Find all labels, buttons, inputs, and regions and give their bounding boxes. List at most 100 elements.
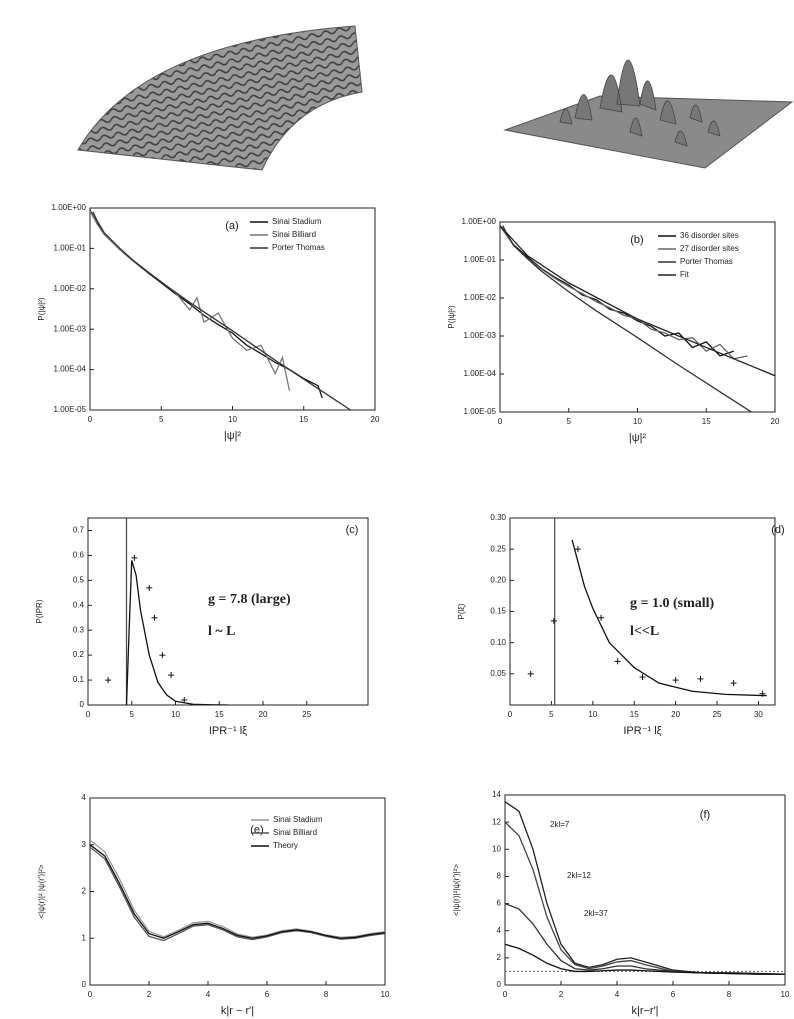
- y-tick-label: 1.00E-05: [464, 407, 497, 416]
- y-tick-label: 1.00E-02: [464, 293, 497, 302]
- y-tick-label: 0.10: [490, 638, 506, 647]
- y-tick-label: 0: [82, 980, 87, 989]
- y-tick-label: 2: [82, 887, 87, 896]
- y-tick-label: 1: [82, 933, 87, 942]
- plot-frame: [89, 207, 376, 411]
- series-line: [92, 211, 352, 410]
- y-tick-label: 1.00E+00: [462, 217, 497, 226]
- y-tick-label: 1.00E-03: [54, 324, 87, 333]
- x-tick-label: 5: [130, 710, 135, 719]
- x-tick-label: 8: [324, 990, 329, 999]
- panel: 0 2 4 6 8 10 0 1 2 3 4 k|r − r′| <|ψ(r)|² |ψ(r′)|²> (…: [37, 793, 390, 1017]
- x-axis-label: |ψ|²: [224, 430, 242, 442]
- surface-image-left: [77, 25, 363, 171]
- y-axis-label: P(IPR): [35, 599, 44, 623]
- x-axis-label: k|r − r′|: [221, 1005, 254, 1017]
- x-tick-label: 20: [371, 415, 380, 424]
- data-point: [550, 617, 557, 624]
- y-tick-label: 1.00E-03: [464, 331, 497, 340]
- data-point: [181, 697, 188, 704]
- y-tick-label: 1.00E-04: [54, 365, 87, 374]
- data-point: [105, 677, 112, 684]
- x-tick-label: 5: [567, 417, 572, 426]
- y-tick-label: 10: [492, 844, 501, 853]
- x-tick-label: 15: [299, 415, 308, 424]
- x-tick-label: 0: [508, 710, 513, 719]
- x-tick-label: 20: [771, 417, 780, 426]
- y-tick-label: 6: [497, 899, 502, 908]
- x-tick-label: 10: [228, 415, 237, 424]
- legend-label: Sinai Stadium: [273, 815, 323, 824]
- data-point: [697, 675, 704, 682]
- series-line: [502, 225, 753, 412]
- legend-label: Sinai Billiard: [273, 828, 317, 837]
- y-axis-label: P(lξ): [457, 603, 466, 619]
- series-line: [505, 801, 785, 975]
- x-tick-label: 20: [259, 710, 268, 719]
- data-point: [527, 670, 534, 677]
- series-line: [571, 539, 767, 697]
- annotation: g = 1.0 (small): [630, 596, 715, 611]
- data-point: [168, 672, 175, 679]
- panel: 0 5 10 15 20 1.00E-05 1.00E-04 1.00E-03 1.00E-02…: [447, 217, 780, 444]
- y-tick-label: 14: [492, 790, 501, 799]
- x-tick-label: 2: [559, 990, 564, 999]
- data-point: [598, 614, 605, 621]
- x-tick-label: 6: [671, 990, 676, 999]
- y-tick-label: 4: [497, 926, 502, 935]
- x-tick-label: 10: [381, 990, 390, 999]
- x-tick-label: 5: [549, 710, 554, 719]
- y-tick-label: 0.3: [73, 625, 85, 634]
- annotation: 2kl=37: [584, 909, 608, 918]
- plot-frame: [504, 794, 786, 986]
- legend-label: Fit: [680, 270, 690, 279]
- annotation: 2kl=12: [567, 871, 591, 880]
- y-tick-label: 12: [492, 817, 501, 826]
- data-point: [730, 680, 737, 687]
- y-tick-label: 0.15: [490, 607, 506, 616]
- data-point: [151, 614, 158, 621]
- x-tick-label: 10: [781, 990, 790, 999]
- x-tick-label: 15: [630, 710, 639, 719]
- y-tick-label: 1.00E-04: [464, 369, 497, 378]
- x-tick-label: 8: [727, 990, 732, 999]
- data-point: [672, 677, 679, 684]
- y-tick-label: 0.20: [490, 575, 506, 584]
- x-tick-label: 6: [265, 990, 270, 999]
- x-tick-label: 10: [588, 710, 597, 719]
- y-tick-label: 0.6: [73, 551, 85, 560]
- panel-label: (a): [225, 220, 238, 232]
- data-point: [574, 546, 581, 553]
- annotation: 2kl=7: [550, 820, 570, 829]
- y-tick-label: 0.7: [73, 526, 85, 535]
- x-tick-label: 4: [206, 990, 211, 999]
- x-tick-label: 0: [503, 990, 508, 999]
- series-line: [125, 560, 229, 705]
- panel-label: (f): [700, 809, 710, 821]
- y-tick-label: 2: [497, 953, 502, 962]
- panel-label: (b): [630, 234, 643, 246]
- y-tick-label: 0.30: [490, 513, 506, 522]
- y-tick-label: 0.2: [73, 650, 85, 659]
- x-tick-label: 10: [171, 710, 180, 719]
- x-tick-label: 15: [215, 710, 224, 719]
- series-line: [500, 225, 748, 360]
- y-tick-label: 1.00E-01: [464, 255, 497, 264]
- y-axis-label: <|ψ(r)|²|ψ(r′)|²>: [452, 864, 461, 916]
- plot-frame: [89, 797, 386, 986]
- series-line: [505, 943, 785, 975]
- annotation: g = 7.8 (large): [208, 592, 291, 607]
- series-line: [500, 225, 775, 377]
- x-tick-label: 25: [302, 710, 311, 719]
- x-tick-label: 30: [754, 710, 763, 719]
- x-tick-label: 0: [88, 990, 93, 999]
- x-axis-label: |ψ|²: [629, 432, 647, 444]
- y-tick-label: 4: [82, 793, 87, 802]
- panel: 0 2 4 6 8 10 0 2 4 6 8 10 12 14 k|r−r′| <|ψ(r)|²|ψ(r′)|…: [452, 790, 790, 1017]
- x-tick-label: 0: [88, 415, 93, 424]
- legend-label: Porter Thomas: [272, 243, 325, 252]
- panel: 0 5 10 15 20 25 30 0.05 0.10 0.15 0.20 0.25 0.30 IPR⁻…: [457, 513, 785, 737]
- panel-label: (e): [250, 824, 263, 836]
- annotation: l ~ L: [208, 624, 236, 639]
